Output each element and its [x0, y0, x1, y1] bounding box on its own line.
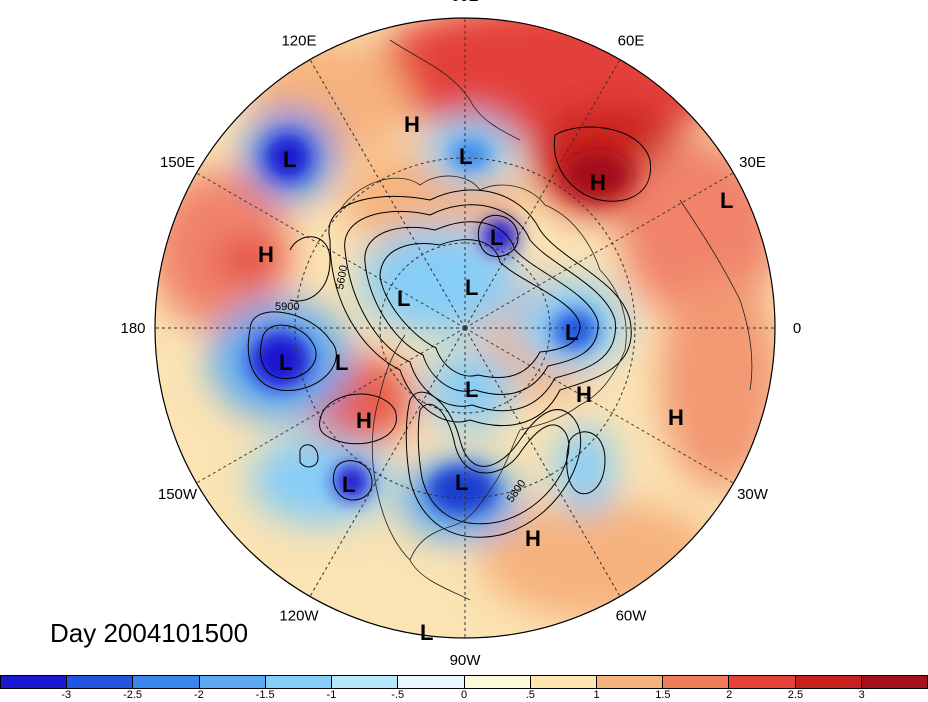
longitude-labels: 0 30E 60E 90E 120E 150E 180 150W 120W 90W 60W 30W — [120, 0, 801, 669]
longitude-label: 150W — [158, 486, 198, 503]
pressure-center-label: L — [465, 275, 478, 300]
longitude-label: 60E — [618, 32, 645, 49]
polar-map: 0 30E 60E 90E 120E 150E 180 150W 120W 90W 60W 30W H… — [120, 0, 801, 669]
meridian-line — [464, 172, 734, 329]
colorbar-tick-label: -1 — [326, 689, 337, 701]
longitude-label: 30E — [739, 154, 766, 171]
pressure-center-label: L — [565, 320, 578, 345]
colorbar-bin — [1, 676, 68, 688]
pressure-center-label: L — [720, 188, 733, 213]
colorbar-bin — [398, 676, 465, 688]
pressure-center-label: L — [490, 225, 503, 250]
colorbar-bin — [464, 676, 531, 688]
colorbar-tick-label: 1 — [593, 689, 600, 701]
map-title: Day 2004101500 — [50, 618, 249, 648]
pressure-center-label: L — [283, 147, 296, 172]
pressure-center-label: L — [465, 377, 478, 402]
longitude-label: 0 — [793, 320, 801, 337]
longitude-label: 60W — [616, 608, 648, 625]
anomaly-field — [155, 18, 775, 638]
colorbar-tick-label: -2.5 — [123, 689, 143, 701]
contour-label: 5900 — [275, 301, 299, 313]
colorbar-bin — [67, 676, 134, 688]
longitude-label: 180 — [120, 320, 145, 337]
colorbar-bin — [663, 676, 730, 688]
colorbar-bin — [265, 676, 333, 688]
longitude-label: 90W — [450, 652, 482, 669]
colorbar-bin — [199, 676, 266, 688]
pressure-center-label: H — [356, 408, 372, 433]
meridian-line — [464, 59, 621, 329]
contour-label: 5600 — [334, 264, 350, 290]
meridian-line — [309, 59, 466, 329]
map-boundary — [154, 17, 776, 639]
colorbar-tick-label: 2 — [726, 689, 733, 701]
colorbar-tick-label: .5 — [525, 689, 535, 701]
pressure-center-label: L — [335, 350, 348, 375]
meridian-line — [309, 327, 466, 597]
meridians — [155, 18, 775, 638]
colorbar-tick-label: 0 — [460, 689, 468, 701]
colorbar-tick-label: -2 — [193, 689, 204, 701]
longitude-label: 120W — [279, 608, 319, 625]
colorbar-tick-label: 2.5 — [787, 689, 804, 701]
colorbar-tick-label: 3 — [858, 689, 865, 701]
colorbar-tick-label: -3 — [61, 689, 72, 701]
colorbar-bin — [795, 676, 862, 688]
pressure-center-label: L — [455, 470, 468, 495]
meridian-line — [196, 172, 466, 329]
pressure-center-label: L — [342, 472, 355, 497]
colorbar-tick-label: -.5 — [391, 689, 405, 701]
pressure-center-label: L — [420, 620, 433, 645]
longitude-label: 150E — [160, 154, 195, 171]
colorbar-bin — [596, 676, 664, 688]
colorbar-bin — [861, 676, 928, 688]
pressure-center-label: L — [397, 286, 410, 311]
longitude-label: 90E — [452, 0, 479, 5]
colorbar-bin — [133, 676, 200, 688]
meridian-line — [196, 327, 466, 484]
pressure-center-label: H — [668, 405, 684, 430]
pressure-center-label: L — [459, 144, 472, 169]
pressure-center-label: H — [590, 170, 606, 195]
pressure-center-label: H — [258, 242, 274, 267]
colorbar-tick-label: -1.5 — [255, 689, 275, 701]
coastlines — [339, 39, 753, 601]
pressure-center-label: H — [525, 526, 541, 551]
colorbar-bin — [530, 676, 597, 688]
meridian-line — [464, 327, 734, 484]
longitude-label: 120E — [281, 32, 316, 49]
colorbar-tick-label: 1.5 — [655, 689, 671, 701]
pressure-center-label: H — [404, 112, 420, 137]
pressure-center-label: L — [279, 350, 292, 375]
meridian-line — [464, 327, 621, 597]
height-contours — [247, 126, 651, 538]
colorbar-bin — [332, 676, 399, 688]
colorbar-ticks: -3 -2.5 -2 -1.5 -1 -.5 0 .5 1 1.5 2 2.5 3 — [0, 689, 928, 702]
pressure-centers: H L H L L H L L L L L L H H L L H H L L — [258, 112, 733, 645]
colorbar-bin — [729, 676, 796, 688]
pressure-center-label: H — [576, 382, 592, 407]
longitude-label: 30W — [737, 486, 769, 503]
colorbar — [0, 675, 928, 689]
